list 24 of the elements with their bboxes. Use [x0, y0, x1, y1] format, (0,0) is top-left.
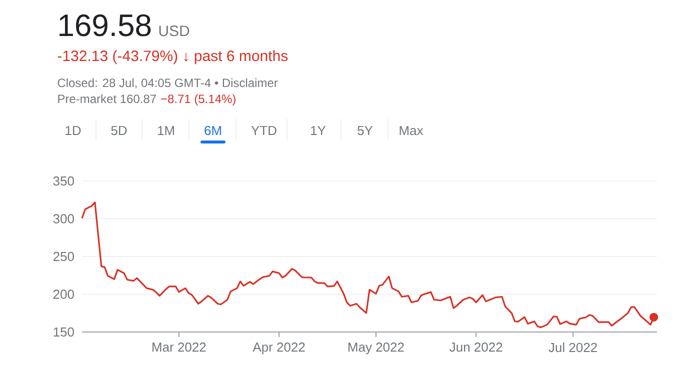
y-tick-label: 350	[53, 176, 74, 186]
text: 1Y	[311, 126, 326, 135]
x-tick-label: May 2022	[348, 342, 404, 354]
x-tick-label: Jun 2022	[450, 342, 502, 352]
y-tick-label: 200	[53, 290, 74, 299]
text: -132.13 (-43.79%) ↓ past 6 months	[58, 50, 288, 64]
text: Pre-market 160.87	[58, 94, 156, 104]
text: −8.71 (5.14%)	[161, 94, 236, 106]
y-tick-label: 300	[53, 214, 74, 224]
text: USD	[159, 26, 190, 36]
text: Max	[400, 126, 424, 136]
text: Closed: 28 Jul, 04:05 GMT-4 • Disclaimer	[58, 78, 278, 89]
x-tick-label: Apr 2022	[252, 342, 305, 354]
text: 5Y	[358, 126, 373, 136]
y-tick-label: 150	[54, 327, 74, 337]
text: 1D	[66, 126, 81, 135]
text: YTD	[251, 126, 276, 135]
x-tick-label: Jul 2022	[548, 342, 597, 352]
x-tick-label: Mar 2022	[152, 342, 206, 352]
y-tick-label: 250	[53, 252, 74, 262]
text: 1M	[158, 126, 174, 135]
text: 5D	[111, 126, 127, 136]
text: 6M	[204, 126, 221, 136]
text: 169.58	[60, 14, 151, 36]
